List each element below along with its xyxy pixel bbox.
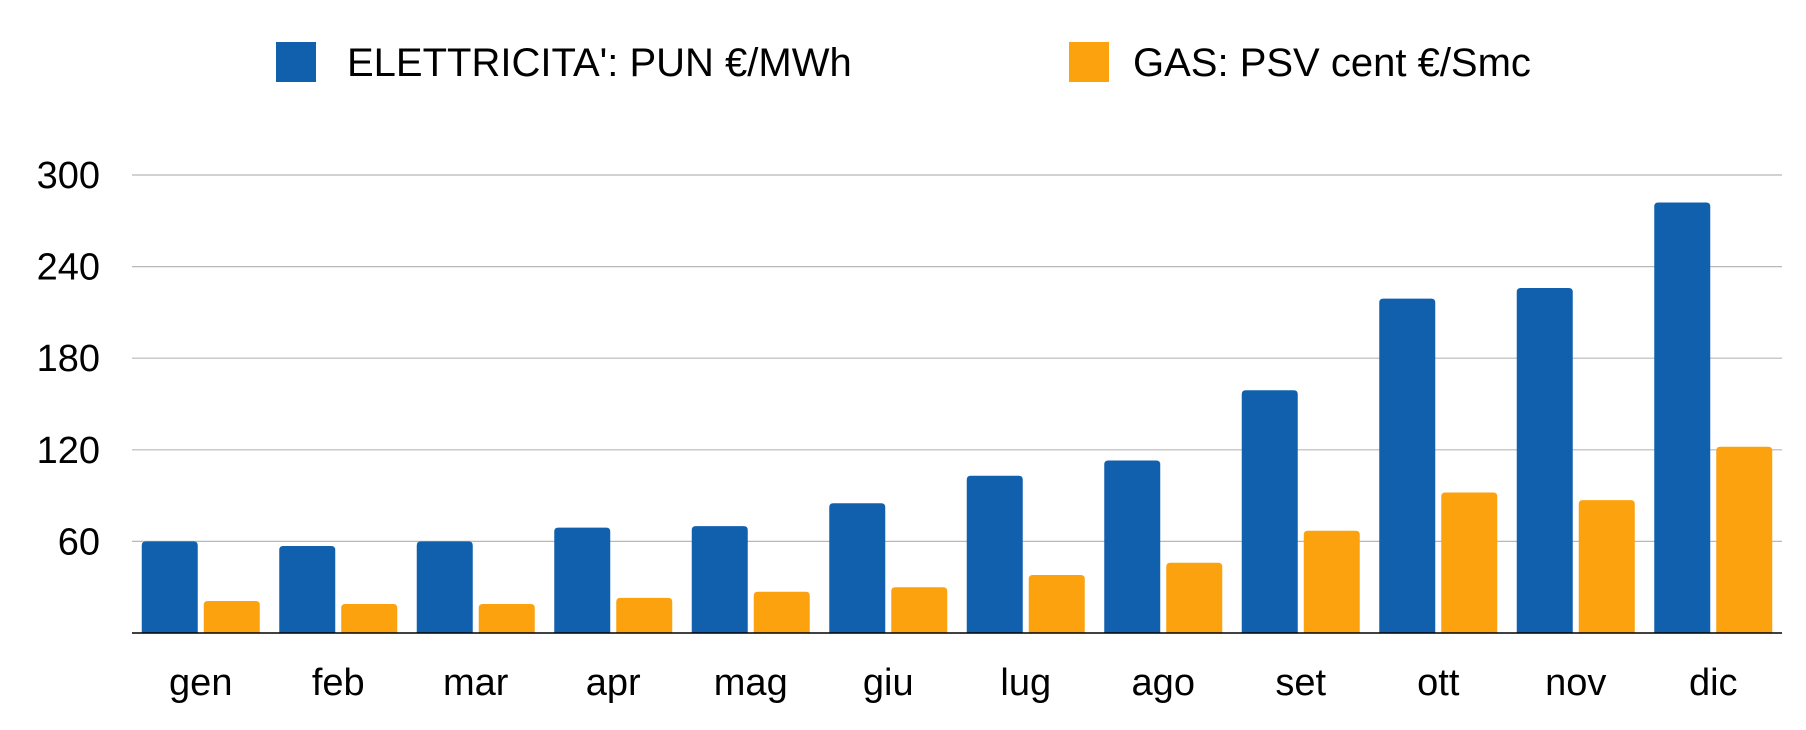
- bar-elettricita: [1104, 460, 1161, 633]
- bar-elettricita: [691, 526, 748, 633]
- legend: ELETTRICITA': PUN €/MWh GAS: PSV cent €/S…: [276, 41, 1531, 85]
- grid-lines: [132, 174, 1782, 543]
- bar-elettricita: [1379, 298, 1436, 633]
- x-tick-label: lug: [1000, 662, 1051, 704]
- y-tick-label: 300: [37, 155, 100, 197]
- x-tick-label: mag: [714, 662, 788, 704]
- bar-elettricita: [1516, 287, 1573, 633]
- x-tick-label: dic: [1689, 662, 1738, 704]
- y-tick-label: 180: [37, 338, 100, 380]
- bar-elettricita: [966, 475, 1023, 633]
- bar-elettricita: [829, 503, 886, 633]
- x-tick-label: mar: [443, 662, 509, 704]
- bar-gas: [341, 603, 398, 633]
- y-tick-label: 240: [37, 247, 100, 289]
- bar-elettricita: [141, 541, 198, 633]
- bar-gas: [1303, 530, 1360, 633]
- x-tick-label: gen: [169, 662, 232, 704]
- x-tick-label: ago: [1132, 662, 1195, 704]
- y-tick-label: 60: [58, 521, 100, 563]
- bar-gas: [203, 600, 260, 633]
- legend-swatch: [1069, 42, 1109, 82]
- bar-elettricita: [1241, 390, 1298, 633]
- legend-swatch: [276, 42, 316, 82]
- bar-elettricita: [279, 545, 336, 633]
- bar-gas: [1028, 574, 1085, 633]
- bar-gas: [891, 587, 948, 633]
- bar-elettricita: [416, 541, 473, 633]
- bar-elettricita: [1654, 202, 1711, 634]
- bar-gas: [478, 603, 535, 633]
- x-tick-label: feb: [312, 662, 365, 704]
- x-tick-label: set: [1275, 662, 1326, 704]
- x-tick-label: nov: [1545, 662, 1606, 704]
- bars: [141, 202, 1773, 634]
- bar-elettricita: [554, 527, 611, 633]
- y-tick-label: 120: [37, 430, 100, 472]
- x-axis-tick-labels: gen feb mar apr mag giu lug ago set ott nov dic: [169, 662, 1737, 704]
- bar-gas: [1578, 500, 1635, 633]
- bar-gas: [1166, 562, 1223, 633]
- legend-label: ELETTRICITA': PUN €/MWh: [347, 41, 852, 85]
- x-tick-label: giu: [863, 662, 914, 704]
- x-tick-label: apr: [586, 662, 641, 704]
- x-tick-label: ott: [1417, 662, 1460, 704]
- bar-gas: [753, 591, 810, 633]
- bar-gas: [616, 597, 673, 633]
- legend-label: GAS: PSV cent €/Smc: [1133, 41, 1531, 85]
- bar-gas: [1716, 446, 1773, 633]
- bar-gas: [1441, 492, 1498, 633]
- y-axis-tick-labels: 60 120 180 240 300: [37, 155, 100, 563]
